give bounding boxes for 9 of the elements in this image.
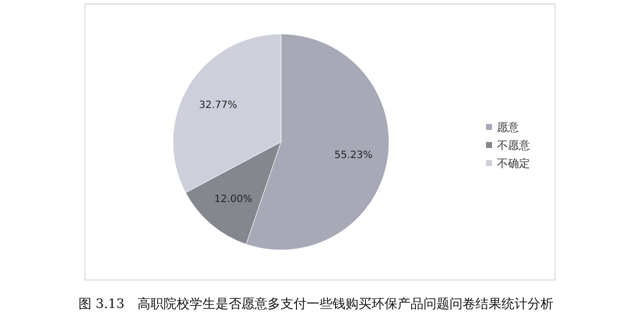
pie-slice	[185, 142, 282, 244]
data-label: 32.77%	[198, 100, 238, 112]
pie-slice	[172, 34, 282, 193]
data-label: 12.00%	[214, 194, 252, 205]
legend-label: 愿意	[497, 121, 519, 134]
legend-label: 不确定	[497, 157, 530, 170]
legend-label: 不愿意	[497, 139, 530, 152]
caption: 图 3.13 高职院校学生是否愿意多支付一些钱购买环保产品问题问卷结果统计分析	[78, 296, 554, 312]
data-label: 55.23%	[334, 150, 373, 162]
